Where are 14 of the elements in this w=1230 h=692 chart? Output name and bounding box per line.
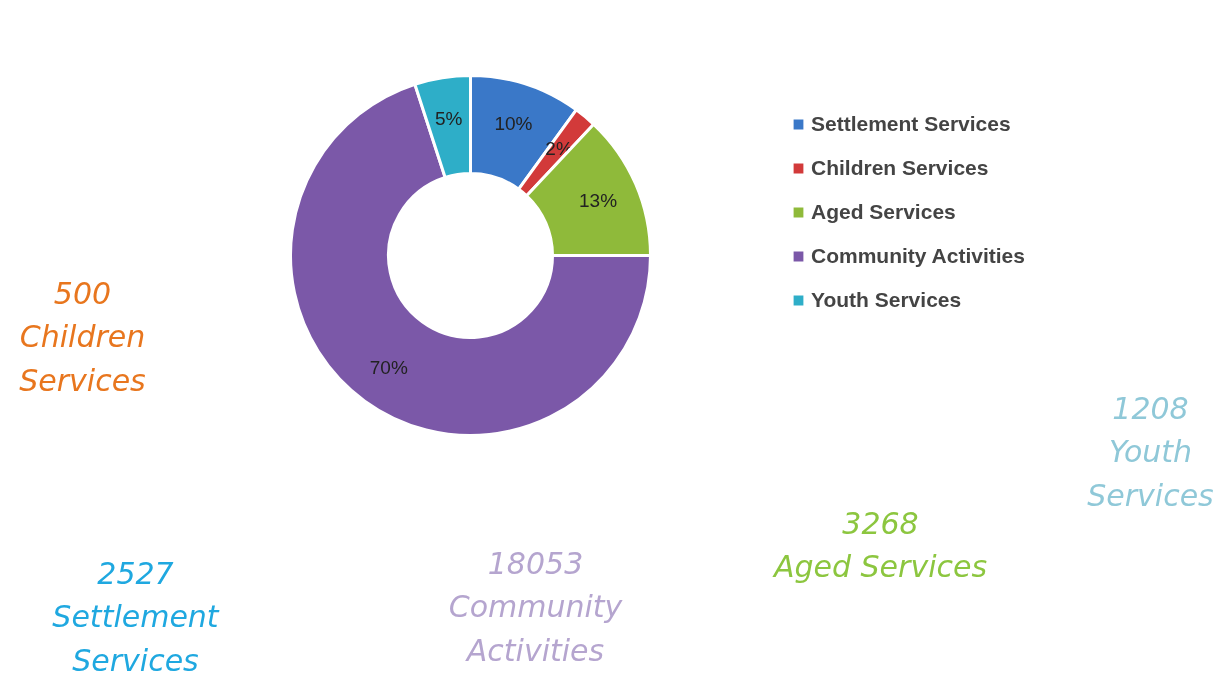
data-label: 5%	[435, 107, 463, 129]
legend-label: Youth Services	[811, 288, 962, 312]
data-label: 70%	[369, 357, 408, 379]
legend-label: Settlement Services	[811, 112, 1011, 136]
data-label: 13%	[579, 189, 618, 211]
legend-label: Aged Services	[811, 200, 956, 224]
legend-label: Children Services	[811, 156, 989, 180]
text: 1208 Youth Services	[1087, 390, 1214, 513]
data-label: 10%	[494, 112, 533, 134]
text: 3268 Aged Services	[771, 505, 988, 585]
text: 2527 Settlement Services	[52, 555, 220, 678]
text: 18053 Community Activities	[448, 545, 624, 668]
text: 500 Children Services	[19, 275, 146, 398]
legend-label: Community Activities	[811, 244, 1025, 268]
